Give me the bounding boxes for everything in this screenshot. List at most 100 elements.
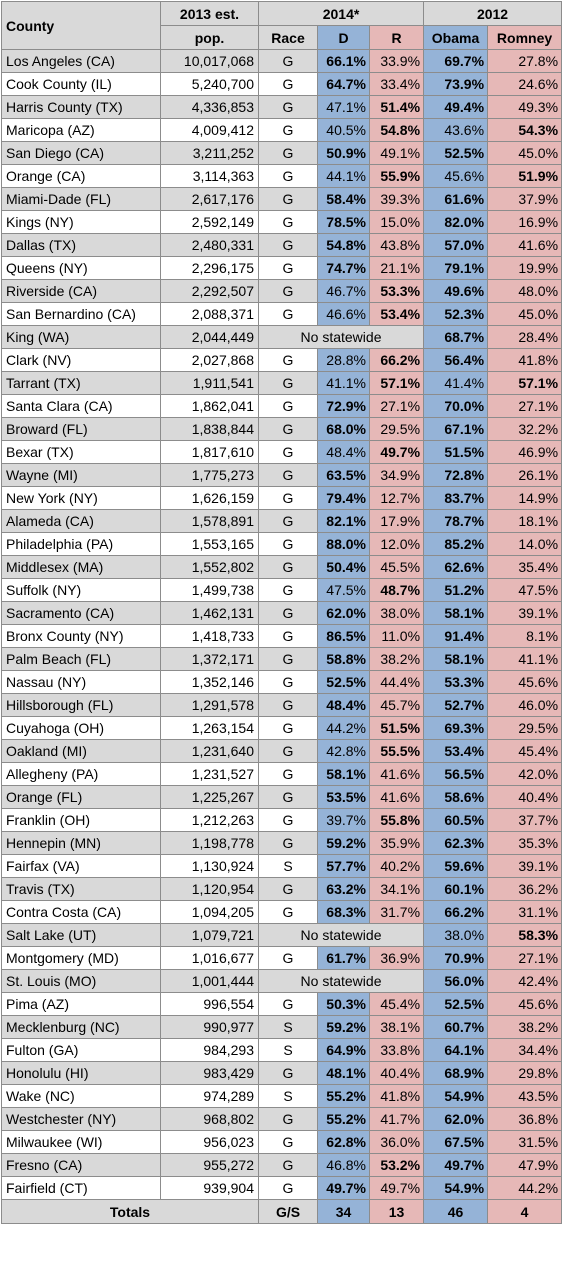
dem-2014-cell: 86.5% [317,624,370,648]
header-pop-line2: pop. [160,25,259,50]
race-cell: G [258,555,318,579]
race-cell: G [258,946,318,970]
romney-2012-cell: 45.6% [487,670,562,694]
county-cell: Bronx County (NY) [1,624,161,648]
table-row: Riverside (CA) 2,292,507 G 46.7% 53.3% 49.6% 4… [1,279,562,303]
romney-2012-cell: 27.1% [487,946,562,970]
population-cell: 1,225,267 [160,785,259,809]
romney-2012-cell: 36.8% [487,1107,562,1131]
dem-2014-cell: 50.3% [317,992,370,1016]
race-cell: S [258,854,318,878]
romney-2012-cell: 43.5% [487,1084,562,1108]
rep-2014-cell: 35.9% [368,831,425,855]
totals-row: Totals G/S 34 13 46 4 [1,1199,562,1224]
county-cell: Westchester (NY) [1,1107,161,1131]
totals-romney: 4 [487,1199,562,1224]
obama-2012-cell: 70.9% [423,946,489,970]
race-cell: G [258,49,318,73]
county-cell: Fulton (GA) [1,1038,161,1062]
table-row: Broward (FL) 1,838,844 G 68.0% 29.5% 67.1% 32.… [1,417,562,441]
population-cell: 1,838,844 [160,417,259,441]
romney-2012-cell: 31.1% [487,900,562,924]
county-cell: Montgomery (MD) [1,946,161,970]
table-row: Orange (CA) 3,114,363 G 44.1% 55.9% 45.6% 51.9… [1,164,562,188]
romney-2012-cell: 16.9% [487,210,562,234]
table-row: New York (NY) 1,626,159 G 79.4% 12.7% 83.7% 14… [1,486,562,510]
race-cell: G [258,647,318,671]
population-cell: 1,372,171 [160,647,259,671]
county-cell: Alameda (CA) [1,509,161,533]
no-statewide-cell: No statewide [257,923,425,947]
obama-2012-cell: 68.9% [423,1061,489,1085]
table-row: Suffolk (NY) 1,499,738 G 47.5% 48.7% 51.2% 47.… [1,578,562,602]
romney-2012-cell: 58.3% [487,923,562,947]
obama-2012-cell: 82.0% [423,210,489,234]
rep-2014-cell: 44.4% [368,670,425,694]
population-cell: 2,480,331 [160,233,259,257]
county-cell: Cook County (IL) [1,72,161,96]
table-row: Salt Lake (UT) 1,079,721 No statewide 38.0%… [1,923,562,947]
county-cell: Franklin (OH) [1,808,161,832]
dem-2014-cell: 49.7% [317,1176,370,1200]
table-row: Montgomery (MD) 1,016,677 G 61.7% 36.9% 70.9%… [1,946,562,970]
dem-2014-cell: 53.5% [317,785,370,809]
rep-2014-cell: 29.5% [368,417,425,441]
dem-2014-cell: 44.2% [317,716,370,740]
county-cell: Tarrant (TX) [1,371,161,395]
no-statewide-cell: No statewide [257,325,425,349]
header-d: D [317,25,370,50]
dem-2014-cell: 74.7% [317,256,370,280]
dem-2014-cell: 64.7% [317,72,370,96]
romney-2012-cell: 41.8% [487,348,562,372]
county-cell: Los Angeles (CA) [1,49,161,73]
rep-2014-cell: 36.0% [368,1130,425,1154]
race-cell: G [258,348,318,372]
table-row: Harris County (TX) 4,336,853 G 47.1% 51.4% 49… [1,95,562,119]
county-cell: Contra Costa (CA) [1,900,161,924]
population-cell: 1,291,578 [160,693,259,717]
table-row: Orange (FL) 1,225,267 G 53.5% 41.6% 58.6% 40.4… [1,785,562,809]
race-cell: G [258,808,318,832]
rep-2014-cell: 43.8% [368,233,425,257]
obama-2012-cell: 38.0% [423,923,489,947]
race-cell: G [258,739,318,763]
county-cell: Riverside (CA) [1,279,161,303]
population-cell: 1,352,146 [160,670,259,694]
obama-2012-cell: 54.9% [423,1084,489,1108]
race-cell: G [258,118,318,142]
romney-2012-cell: 40.4% [487,785,562,809]
table-row: Bexar (TX) 1,817,610 G 48.4% 49.7% 51.5% 46.9% [1,440,562,464]
population-cell: 2,592,149 [160,210,259,234]
population-cell: 990,977 [160,1015,259,1039]
table-row: Hennepin (MN) 1,198,778 G 59.2% 35.9% 62.3% 35… [1,831,562,855]
race-cell: G [258,72,318,96]
rep-2014-cell: 55.9% [368,164,425,188]
romney-2012-cell: 35.4% [487,555,562,579]
rep-2014-cell: 49.7% [368,1176,425,1200]
table-row: Fresno (CA) 955,272 G 46.8% 53.2% 49.7% 47.9% [1,1153,562,1177]
county-cell: Nassau (NY) [1,670,161,694]
romney-2012-cell: 28.4% [487,325,562,349]
table-row: Nassau (NY) 1,352,146 G 52.5% 44.4% 53.3% 45.6… [1,670,562,694]
obama-2012-cell: 56.4% [423,348,489,372]
population-cell: 1,552,802 [160,555,259,579]
table-row: Alameda (CA) 1,578,891 G 82.1% 17.9% 78.7% 18.… [1,509,562,533]
obama-2012-cell: 61.6% [423,187,489,211]
table-row: Wayne (MI) 1,775,273 G 63.5% 34.9% 72.8% 26.1% [1,463,562,487]
race-cell: G [258,831,318,855]
county-cell: Miami-Dade (FL) [1,187,161,211]
county-cell: Hennepin (MN) [1,831,161,855]
romney-2012-cell: 14.0% [487,532,562,556]
population-cell: 5,240,700 [160,72,259,96]
dem-2014-cell: 57.7% [317,854,370,878]
obama-2012-cell: 62.3% [423,831,489,855]
romney-2012-cell: 46.9% [487,440,562,464]
table-row: Sacramento (CA) 1,462,131 G 62.0% 38.0% 58.1%… [1,601,562,625]
totals-race: G/S [258,1199,318,1224]
header-obama: Obama [423,25,489,50]
table-row: Bronx County (NY) 1,418,733 G 86.5% 11.0% 91.… [1,624,562,648]
dem-2014-cell: 58.1% [317,762,370,786]
no-statewide-cell: No statewide [257,969,425,993]
rep-2014-cell: 54.8% [368,118,425,142]
population-cell: 2,617,176 [160,187,259,211]
